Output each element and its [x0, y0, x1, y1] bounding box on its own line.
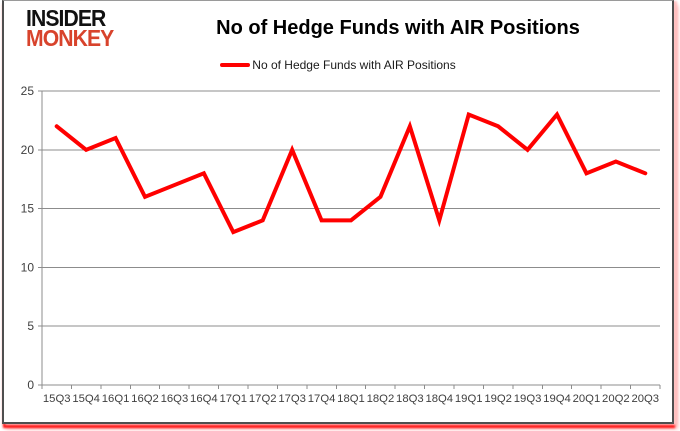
legend-line-marker	[220, 63, 251, 67]
x-tick-label: 16Q1	[102, 393, 130, 405]
x-tick-label: 19Q2	[484, 393, 512, 405]
y-tick-label: 25	[21, 84, 35, 98]
x-tick-label: 19Q4	[543, 393, 571, 405]
x-tick-label: 18Q1	[337, 393, 365, 405]
x-tick-label: 15Q3	[43, 393, 71, 405]
x-tick-label: 20Q1	[573, 393, 601, 405]
x-tick-label: 18Q4	[425, 393, 453, 405]
x-tick-label: 17Q4	[308, 393, 336, 405]
y-tick-label: 20	[21, 143, 35, 157]
x-tick-label: 19Q3	[514, 393, 542, 405]
y-tick-label: 15	[21, 202, 35, 216]
x-tick-label: 16Q4	[190, 393, 218, 405]
chart-panel: INSIDER MONKEY No of Hedge Funds with AI…	[2, 0, 674, 424]
x-tick-label: 17Q1	[219, 393, 247, 405]
y-tick-label: 0	[27, 378, 34, 392]
x-tick-label: 17Q2	[249, 393, 277, 405]
x-tick-label: 20Q2	[602, 393, 630, 405]
y-tick-label: 10	[21, 260, 35, 274]
x-tick-label: 18Q2	[367, 393, 395, 405]
logo-line2: MONKEY	[26, 24, 114, 51]
chart-title: No of Hedge Funds with AIR Positions	[216, 17, 580, 39]
x-tick-label: 18Q3	[396, 393, 424, 405]
legend-label: No of Hedge Funds with AIR Positions	[252, 58, 456, 72]
x-tick-label: 16Q3	[161, 393, 189, 405]
y-tick-label: 5	[27, 319, 34, 333]
insider-monkey-logo: INSIDER MONKEY	[26, 5, 114, 51]
x-tick-label: 19Q1	[455, 393, 483, 405]
logo-line1: INSIDER	[26, 5, 106, 31]
chart-legend: No of Hedge Funds with AIR Positions	[4, 58, 672, 72]
x-tick-label: 17Q3	[278, 393, 306, 405]
x-tick-label: 20Q3	[631, 393, 659, 405]
x-tick-label: 16Q2	[131, 393, 159, 405]
x-tick-label: 15Q4	[72, 393, 100, 405]
data-line	[54, 110, 648, 235]
